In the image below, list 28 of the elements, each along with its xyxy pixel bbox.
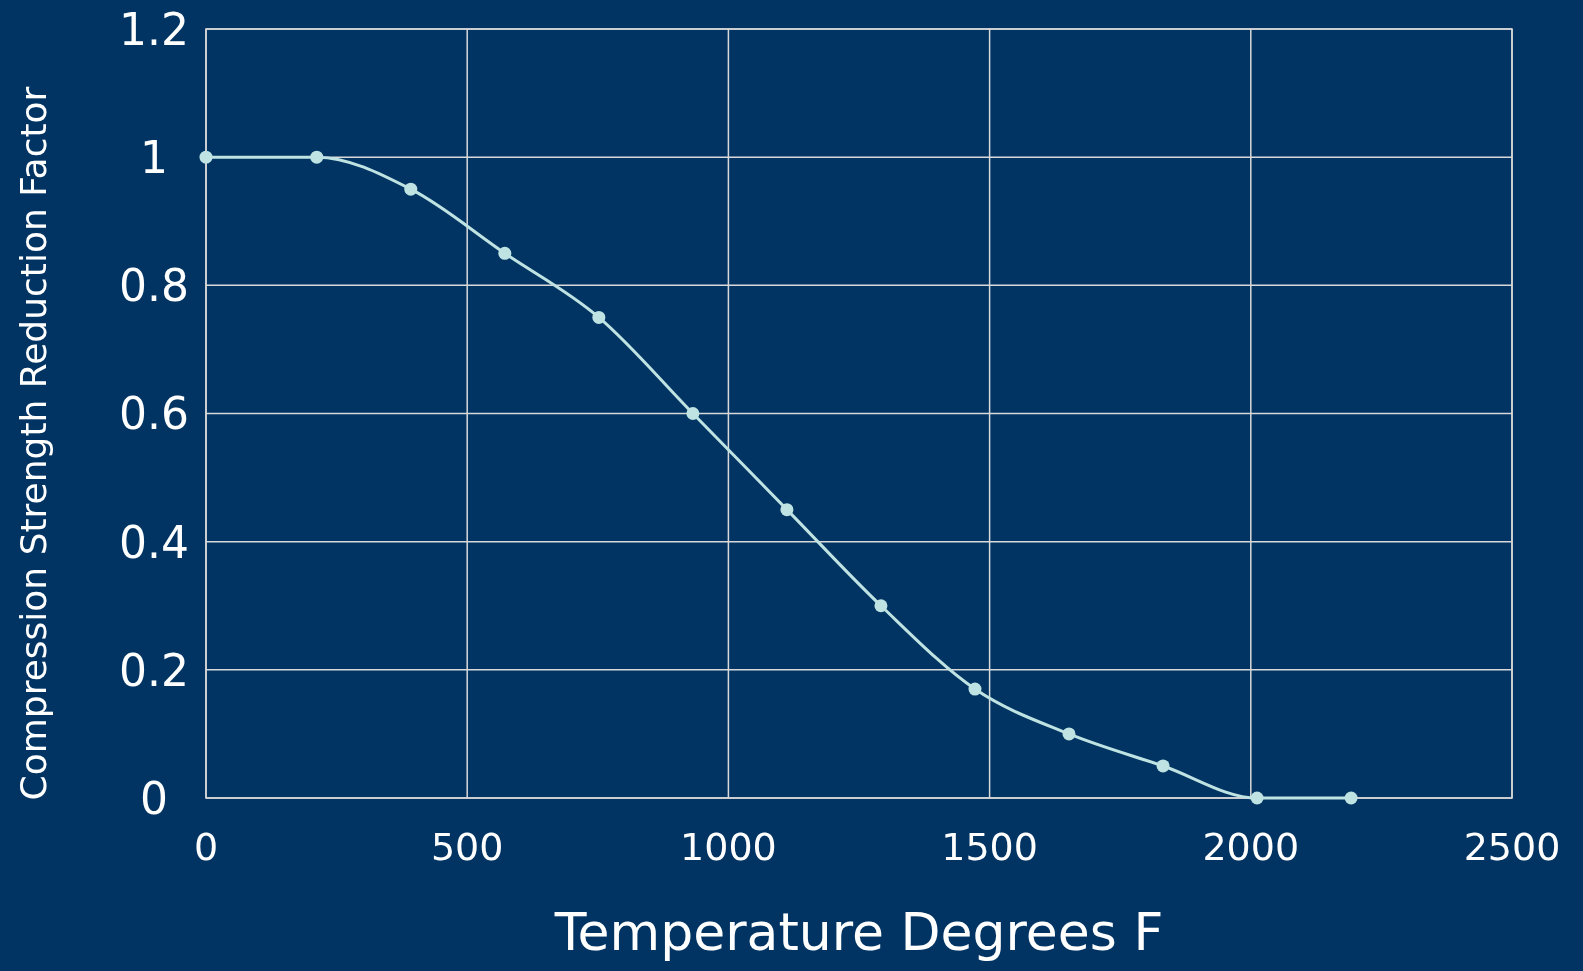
point [498, 246, 512, 260]
y-tick-label: 0 [140, 772, 168, 824]
point [1156, 759, 1170, 773]
point [199, 150, 213, 164]
y-tick-label: 0.8 [119, 260, 189, 312]
y-tick-label: 1.2 [119, 3, 189, 55]
y-tick-label: 0.4 [119, 516, 189, 568]
y-tick-label: 0.6 [119, 388, 189, 440]
x-tick-label: 1500 [941, 825, 1038, 869]
point [310, 150, 324, 164]
x-tick-label: 2000 [1202, 825, 1300, 869]
point [1250, 791, 1264, 805]
y-axis-title: Compression Strength Reduction Factor [13, 86, 54, 801]
point [1062, 727, 1076, 741]
x-axis-title: Temperature Degrees F [553, 902, 1164, 962]
y-tick-label: 0.2 [119, 644, 189, 696]
point [780, 503, 794, 517]
x-tick-label: 1000 [680, 825, 777, 869]
y-tick-label: 1 [140, 132, 168, 184]
point [404, 182, 418, 196]
point [686, 407, 700, 420]
x-tick-label: 0 [193, 825, 219, 869]
x-tick-label: 2500 [1463, 825, 1561, 869]
x-tick-label: 500 [430, 825, 504, 869]
point [1344, 791, 1358, 805]
point [968, 682, 982, 696]
point [592, 310, 606, 324]
point [874, 599, 888, 613]
